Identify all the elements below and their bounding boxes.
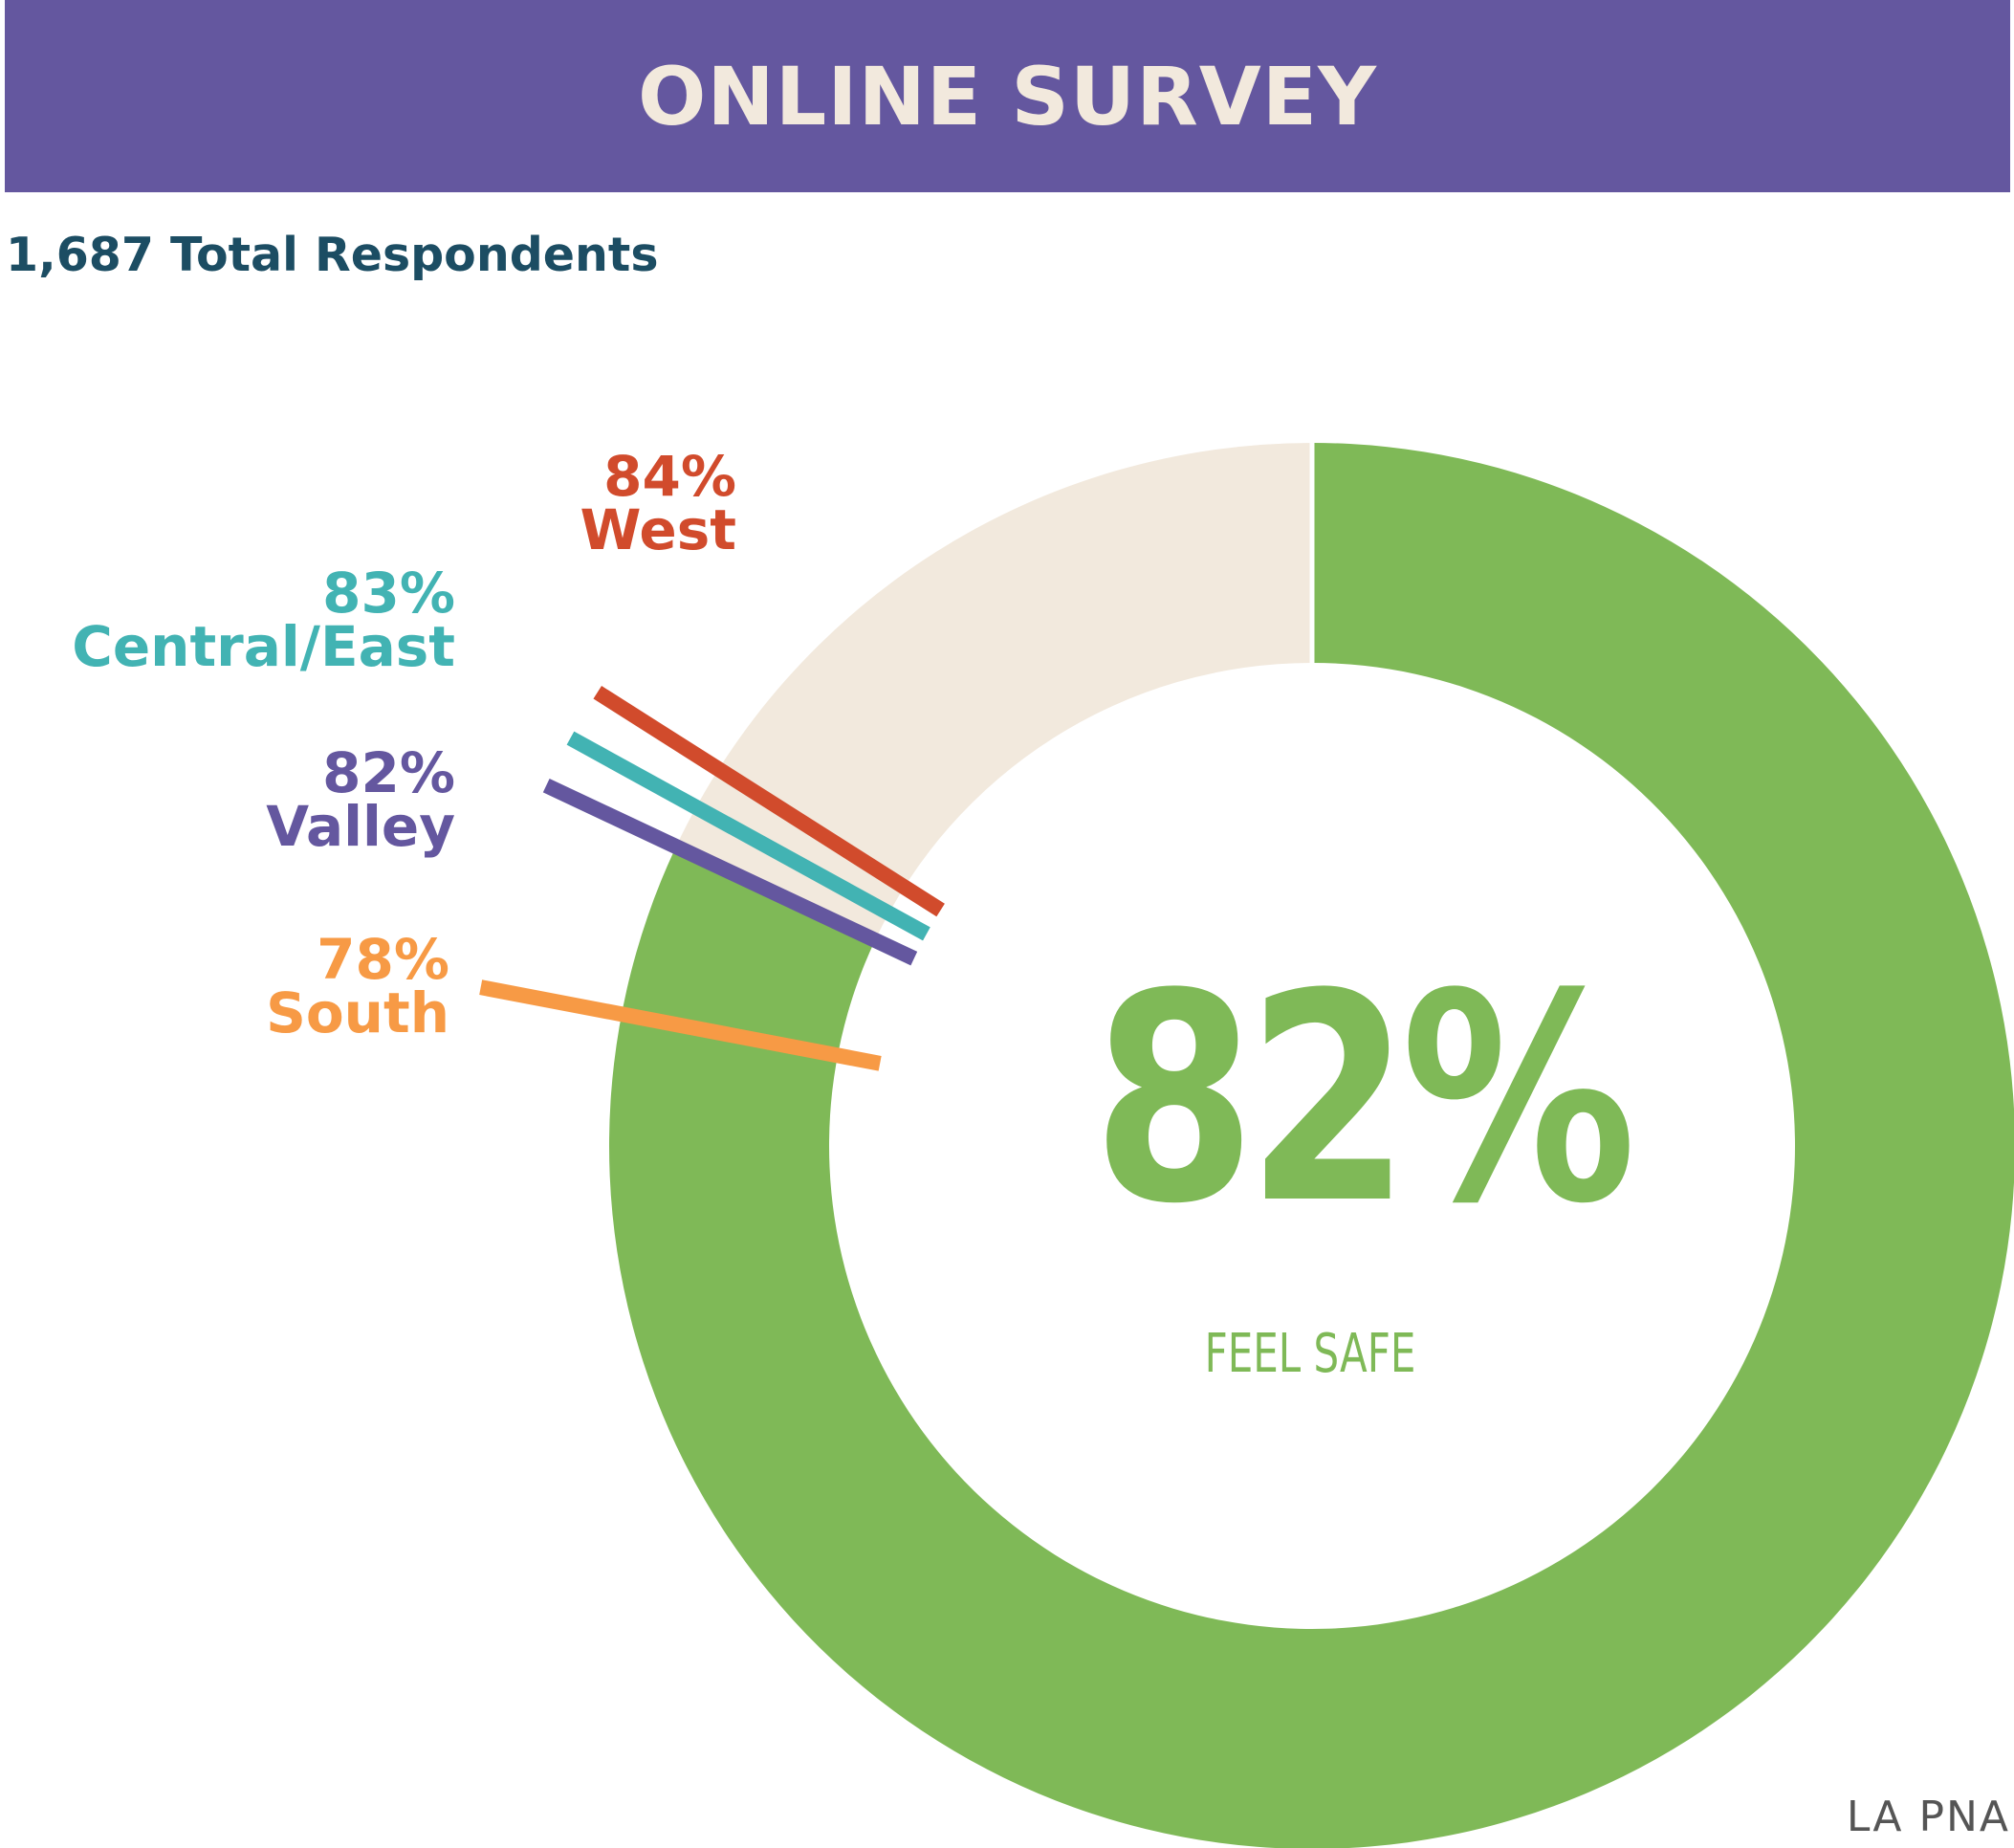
region-value-valley: 82% xyxy=(322,740,455,805)
region-label-valley: 82% Valley xyxy=(143,740,455,859)
donut-slice-1 xyxy=(675,443,1312,940)
region-tick-south xyxy=(479,979,882,1071)
region-name-valley: Valley xyxy=(266,794,455,859)
region-value-west: 84% xyxy=(603,444,736,509)
region-name-south: South xyxy=(266,980,449,1045)
region-name-west: West xyxy=(580,497,737,562)
center-label: FEEL SAFE xyxy=(1204,1323,1416,1385)
source-credit: LA PNA xyxy=(1846,1793,2010,1841)
region-value-central-east: 83% xyxy=(322,561,455,626)
chart-title: ONLINE SURVEY xyxy=(637,49,1378,143)
donut-slice-0 xyxy=(609,443,2014,1848)
header-banner: ONLINE SURVEY xyxy=(5,0,2010,192)
region-ticks xyxy=(479,686,945,1071)
region-tick-central-east xyxy=(566,731,930,941)
region-label-south: 78% South xyxy=(143,927,449,1045)
region-value-south: 78% xyxy=(317,927,449,992)
region-tick-valley xyxy=(542,778,918,966)
region-label-central-east: 83% Central/East xyxy=(19,561,455,679)
chart-subtitle: 1,687 Total Respondents xyxy=(6,228,659,282)
donut-slices xyxy=(609,441,2014,1848)
region-tick-west xyxy=(593,686,945,917)
region-name-central-east: Central/East xyxy=(72,614,455,679)
center-value: 82% xyxy=(1092,933,1636,1266)
region-label-west: 84% West xyxy=(536,444,737,562)
